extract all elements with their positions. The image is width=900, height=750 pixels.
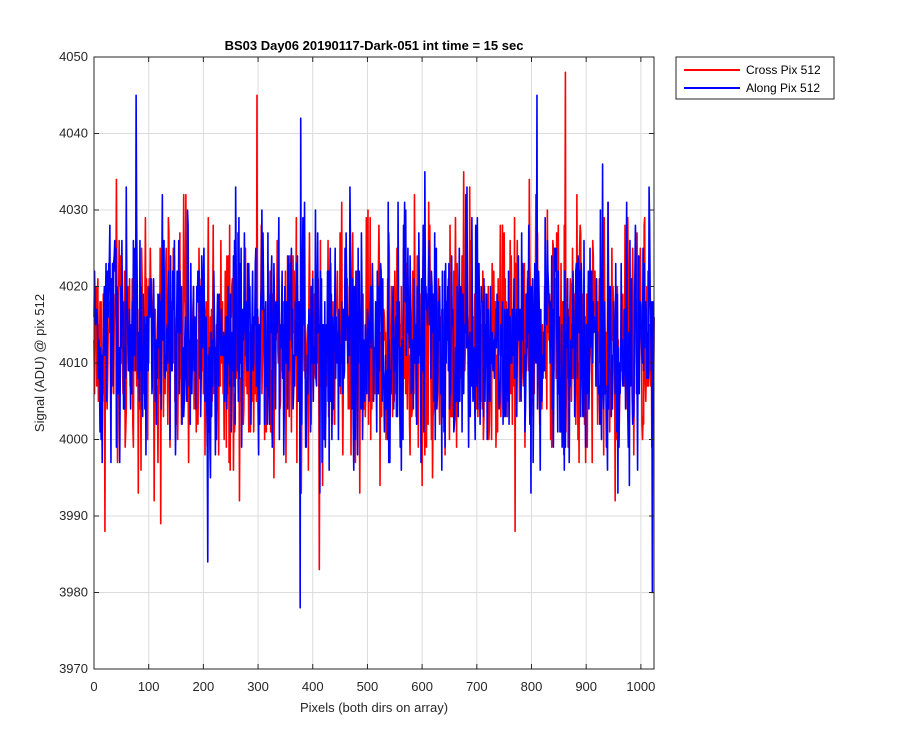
y-tick-label: 3990: [59, 508, 88, 523]
y-tick-label: 4020: [59, 279, 88, 294]
x-tick-label: 800: [521, 679, 543, 694]
y-tick-label: 4050: [59, 49, 88, 64]
x-tick-label: 300: [247, 679, 269, 694]
legend-label-cross: Cross Pix 512: [746, 63, 821, 77]
y-tick-label: 3970: [59, 661, 88, 676]
y-tick-label: 3980: [59, 585, 88, 600]
x-axis-label: Pixels (both dirs on array): [300, 700, 448, 715]
x-tick-label: 200: [193, 679, 215, 694]
y-tick-label: 4010: [59, 355, 88, 370]
legend: Cross Pix 512 Along Pix 512: [675, 56, 835, 100]
chart-title: BS03 Day06 20190117-Dark-051 int time = …: [225, 38, 524, 53]
plot-area: 0 100 200 300 400 500 600 700 800 900 1000 3970 3980…: [59, 49, 655, 694]
x-tick-label: 0: [90, 679, 97, 694]
axis-ticks: 0 100 200 300 400 500 600 700 800 900 1000 3970 3980…: [59, 49, 655, 694]
x-tick-label: 900: [575, 679, 597, 694]
x-tick-label: 500: [357, 679, 379, 694]
series-layer: [93, 71, 655, 609]
legend-box: [675, 56, 835, 100]
y-tick-label: 4030: [59, 202, 88, 217]
x-tick-label: 100: [138, 679, 160, 694]
legend-label-along: Along Pix 512: [746, 81, 820, 95]
x-tick-label: 1000: [626, 679, 655, 694]
series-line-along-pix-512: [93, 94, 655, 609]
x-tick-label: 700: [466, 679, 488, 694]
x-tick-label: 600: [411, 679, 433, 694]
x-tick-label: 400: [302, 679, 324, 694]
y-tick-label: 4040: [59, 126, 88, 141]
y-tick-label: 4000: [59, 432, 88, 447]
y-axis-label: Signal (ADU) @ pix 512: [32, 294, 47, 432]
